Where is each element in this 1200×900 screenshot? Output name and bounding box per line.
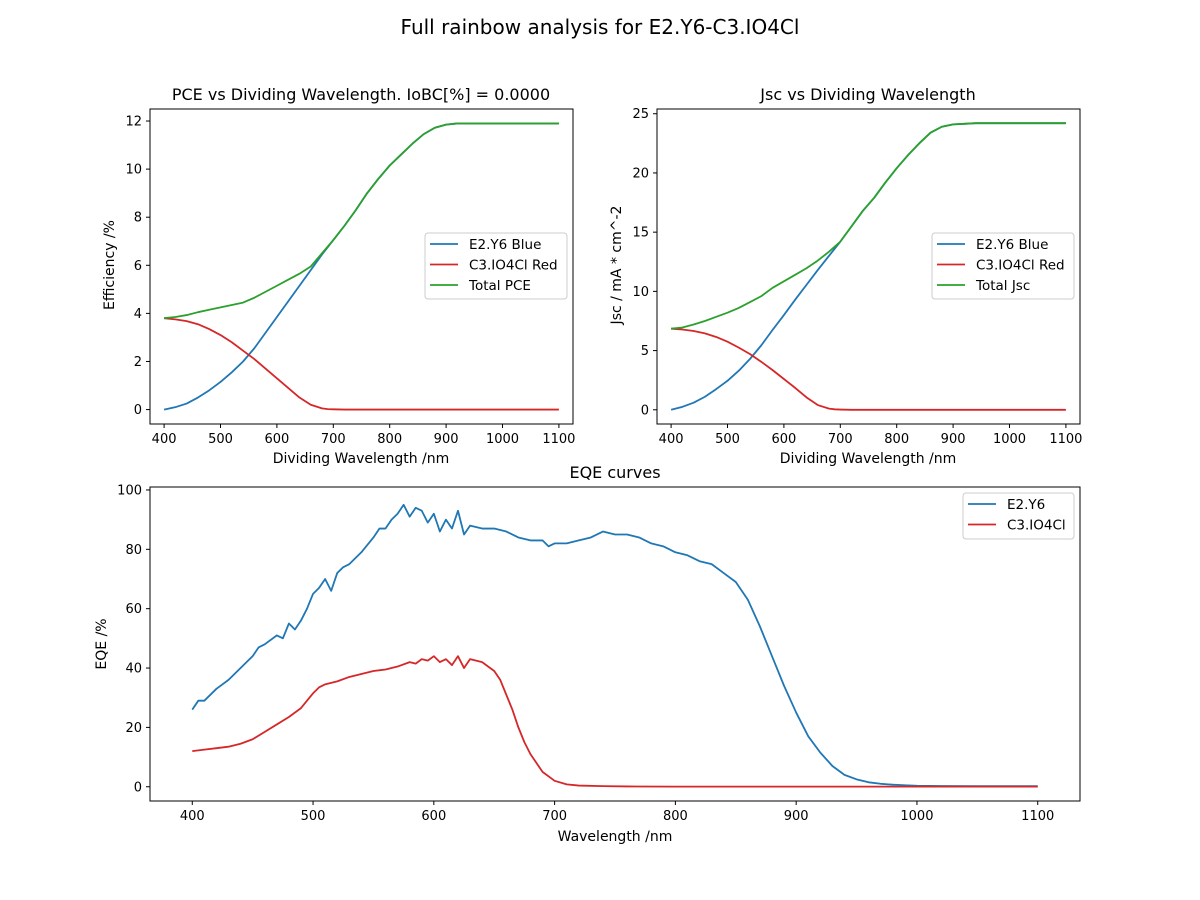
chart-eqe-title: EQE curves: [569, 463, 660, 482]
chart-eqe-xtick-label-4: 800: [663, 809, 688, 824]
chart-jsc-xtick-label-6: 1000: [993, 432, 1026, 447]
chart-pce-legend-label-2: Total PCE: [468, 278, 531, 294]
chart-jsc-xtick-label-2: 600: [771, 432, 796, 447]
chart-pce-xtick-label-3: 700: [321, 432, 346, 447]
chart-eqe-xtick-label-6: 1000: [900, 809, 933, 824]
chart-eqe-ytick-label-0: 0: [134, 780, 142, 795]
figure-title: Full rainbow analysis for E2.Y6-C3.IO4Cl: [401, 15, 800, 39]
chart-eqe-xtick-label-7: 1100: [1021, 809, 1054, 824]
chart-eqe-xtick-label-0: 400: [180, 809, 205, 824]
chart-pce: PCE vs Dividing Wavelength. IoBC[%] = 0.…: [102, 85, 575, 467]
chart-eqe-legend-label-1: C3.IO4Cl: [1007, 517, 1066, 533]
chart-jsc: Jsc vs Dividing Wavelength Dividing Wave…: [609, 85, 1082, 467]
chart-jsc-ylabel: Jsc / mA * cm^-2: [609, 206, 625, 326]
chart-jsc-ytick-label-5: 25: [632, 107, 649, 122]
chart-jsc-title: Jsc vs Dividing Wavelength: [759, 85, 975, 104]
chart-jsc-xtick-label-3: 700: [828, 432, 853, 447]
chart-eqe-ytick-label-4: 80: [125, 543, 142, 558]
chart-eqe-xtick-label-2: 600: [421, 809, 446, 824]
chart-pce-ylabel: Efficiency /%: [102, 220, 118, 310]
chart-eqe-xtick-label-3: 700: [542, 809, 567, 824]
chart-jsc-legend-label-2: Total Jsc: [975, 278, 1030, 294]
chart-jsc-legend-box: [931, 232, 1075, 300]
chart-pce-ytick-label-1: 2: [134, 355, 142, 370]
chart-pce-legend-box: [424, 232, 568, 300]
chart-jsc-ytick-label-3: 15: [632, 226, 649, 241]
chart-jsc-xtick-label-5: 900: [941, 432, 966, 447]
chart-eqe-ytick-label-3: 60: [125, 602, 142, 617]
chart-jsc-ytick-label-1: 5: [641, 344, 649, 359]
chart-pce-ytick-label-0: 0: [134, 403, 142, 418]
chart-pce-xtick-label-5: 900: [434, 432, 459, 447]
chart-pce-ytick-label-5: 10: [125, 163, 142, 178]
chart-pce-ytick-label-4: 8: [134, 211, 142, 226]
chart-jsc-xtick-label-1: 500: [715, 432, 740, 447]
chart-pce-legend-label-0: E2.Y6 Blue: [469, 237, 541, 253]
chart-pce-xtick-label-0: 400: [152, 432, 177, 447]
chart-eqe-series-0: [191, 503, 1038, 788]
chart-jsc-legend-label-1: C3.IO4Cl Red: [976, 257, 1065, 273]
chart-pce-legend-label-1: C3.IO4Cl Red: [469, 257, 558, 273]
chart-jsc-legend-label-0: E2.Y6 Blue: [976, 237, 1048, 253]
chart-pce-title: PCE vs Dividing Wavelength. IoBC[%] = 0.…: [172, 85, 550, 104]
chart-eqe-series-1: [192, 655, 1038, 788]
chart-pce-ytick-label-6: 12: [125, 115, 142, 130]
chart-pce-xlabel: Dividing Wavelength /nm: [273, 451, 450, 467]
chart-jsc-xtick-label-0: 400: [659, 432, 684, 447]
chart-pce-xtick-label-7: 1100: [542, 432, 575, 447]
chart-jsc-legend: E2.Y6 Blue C3.IO4Cl Red Total Jsc: [931, 232, 1075, 300]
chart-eqe: EQE curves Wavelength /nm EQE /% 400 500 6…: [94, 463, 1081, 845]
chart-eqe-ytick-label-5: 100: [117, 483, 142, 498]
chart-eqe-xlabel: Wavelength /nm: [558, 829, 673, 845]
chart-jsc-xtick-label-7: 1100: [1049, 432, 1082, 447]
chart-eqe-ylabel: EQE /%: [94, 618, 110, 669]
chart-eqe-legend: E2.Y6 C3.IO4Cl: [962, 492, 1075, 540]
chart-pce-series-2: [164, 122, 559, 320]
chart-pce-axes-frame: [149, 108, 574, 425]
chart-jsc-xtick-label-4: 800: [884, 432, 909, 447]
chart-pce-ytick-label-3: 6: [134, 259, 142, 274]
chart-jsc-ytick-label-4: 20: [632, 166, 649, 181]
chart-pce-xtick-label-1: 500: [208, 432, 233, 447]
chart-jsc-ytick-label-2: 10: [632, 285, 649, 300]
chart-jsc-xlabel: Dividing Wavelength /nm: [780, 451, 957, 467]
chart-jsc-series-1: [671, 327, 1066, 411]
chart-pce-series-1: [164, 317, 559, 411]
chart-pce-xtick-label-4: 800: [377, 432, 402, 447]
chart-eqe-ytick-label-1: 20: [125, 721, 142, 736]
chart-eqe-legend-label-0: E2.Y6: [1007, 497, 1045, 513]
chart-jsc-series-2: [671, 122, 1066, 330]
chart-jsc-ytick-label-0: 0: [641, 403, 649, 418]
chart-eqe-ytick-label-2: 40: [125, 662, 142, 677]
chart-pce-ytick-label-2: 4: [134, 307, 142, 322]
chart-eqe-axes-frame: [149, 486, 1081, 802]
chart-pce-xtick-label-2: 600: [264, 432, 289, 447]
chart-eqe-xtick-label-5: 900: [784, 809, 809, 824]
chart-eqe-xtick-label-1: 500: [301, 809, 326, 824]
chart-pce-xtick-label-6: 1000: [486, 432, 519, 447]
chart-jsc-axes-frame: [656, 108, 1081, 425]
chart-pce-legend: E2.Y6 Blue C3.IO4Cl Red Total PCE: [424, 232, 568, 300]
